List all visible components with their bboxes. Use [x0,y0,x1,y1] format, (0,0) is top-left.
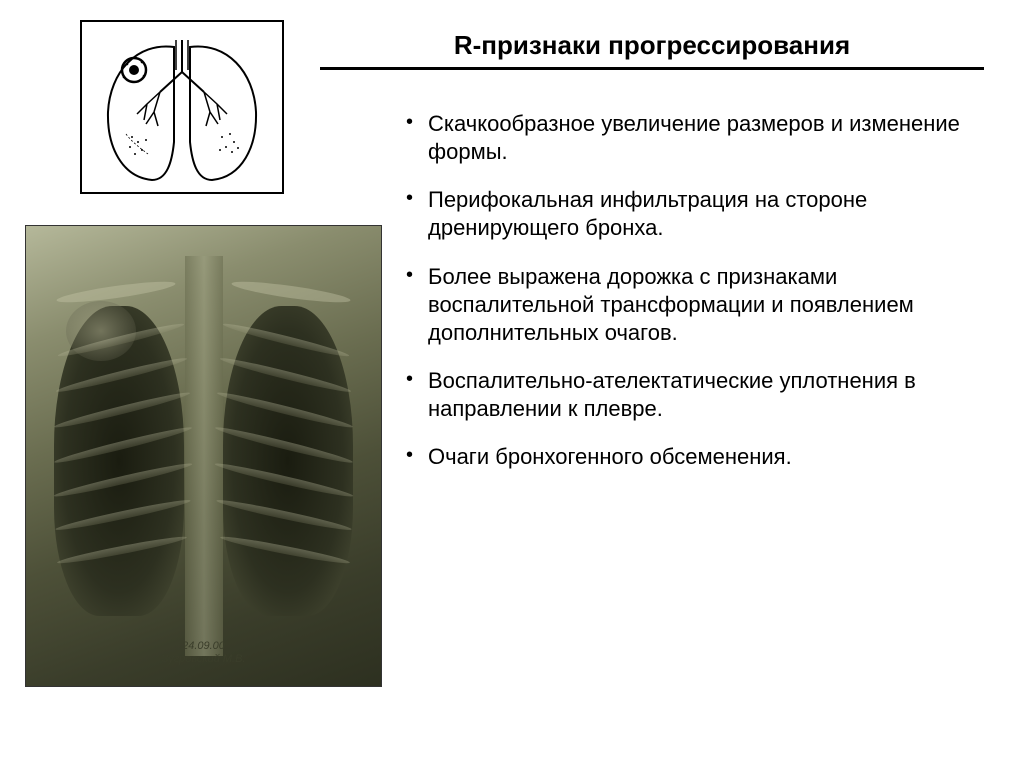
bullet-item: Перифокальная инфильтрация на стороне др… [400,186,984,242]
xray-clavicle [231,278,352,307]
slide: R-признаки прогрессирования Скачкообразн… [0,0,1024,767]
xray-handwritten-label: 24.09.00 Зугровский М.В. [161,640,245,666]
title-underline [320,67,984,70]
slide-title: R-признаки прогрессирования [320,30,984,67]
title-block: R-признаки прогрессирования [320,30,984,70]
lung-schematic-diagram [80,20,284,194]
chest-xray-image: 24.09.00 Зугровский М.В. [25,225,382,687]
xray-clavicle [56,278,177,307]
bullet-item: Очаги бронхогенного обсеменения. [400,443,984,471]
xray-spine [185,256,223,656]
bullet-item: Воспалительно-ателектатические уплотнени… [400,367,984,423]
bullet-item: Более выражена дорожка с признаками восп… [400,263,984,347]
bullet-list: Скачкообразное увеличение размеров и изм… [400,110,984,492]
bullet-item: Скачкообразное увеличение размеров и изм… [400,110,984,166]
